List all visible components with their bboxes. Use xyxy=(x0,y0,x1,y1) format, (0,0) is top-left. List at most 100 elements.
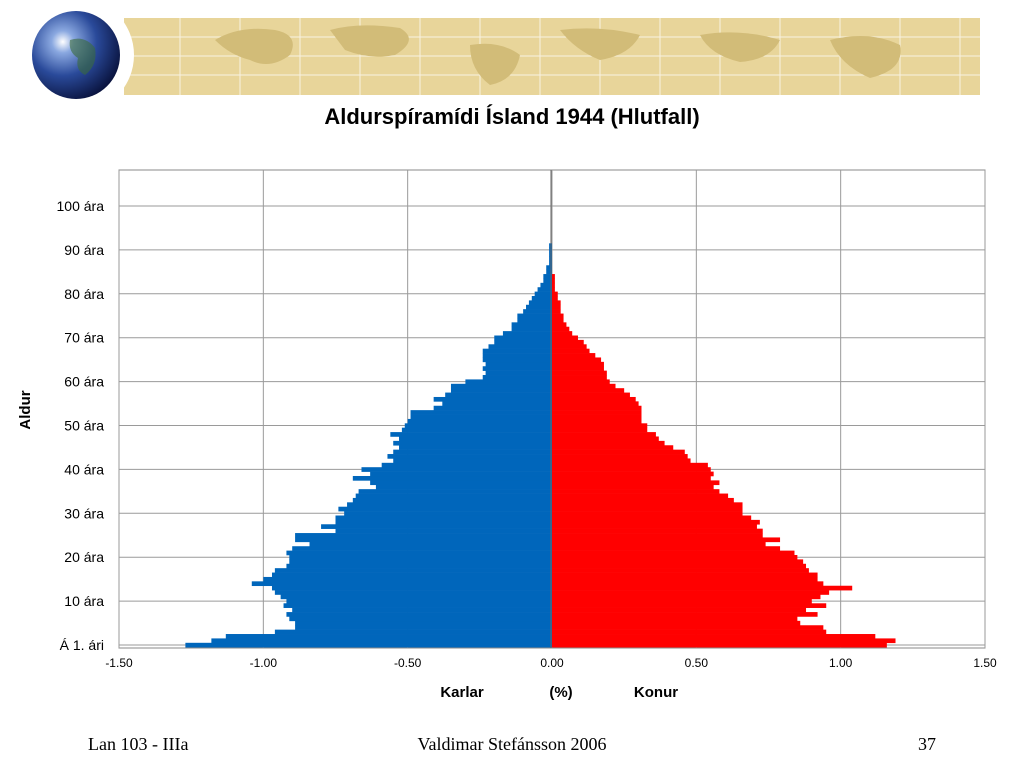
bar-male-age-32 xyxy=(347,502,552,508)
bar-male-age-72 xyxy=(511,326,552,332)
x-tick-labels: -1.50 -1.00 -0.50 0.00 0.50 1.00 1.50 xyxy=(105,656,997,670)
bar-female-age-21 xyxy=(552,550,795,556)
bar-male-age-74 xyxy=(517,317,552,323)
y-tick-labels: Á 1. ári 10 ára 20 ára 30 ára 40 ára 50 ára 60… xyxy=(57,198,105,653)
bar-male-age-59 xyxy=(450,383,552,389)
bar-male-age-78 xyxy=(528,300,552,306)
bar-male-age-60 xyxy=(465,379,552,385)
bar-female-age-33 xyxy=(552,497,734,503)
bar-male-age-44 xyxy=(393,449,552,455)
bar-female-age-66 xyxy=(552,353,596,358)
bar-female-age-36 xyxy=(552,484,714,490)
bar-female-age-19 xyxy=(552,559,804,565)
bar-female-age-3 xyxy=(552,629,827,635)
x-tick-label: 1.50 xyxy=(973,656,997,670)
x-tick-label: -0.50 xyxy=(394,656,422,670)
y-tick-label: 40 ára xyxy=(64,461,104,477)
bar-male-age-11 xyxy=(280,594,552,600)
bar-female-age-75 xyxy=(552,313,564,319)
y-tick-label: 100 ára xyxy=(57,198,105,214)
bar-female-age-60 xyxy=(552,379,610,385)
bar-female-age-54 xyxy=(552,405,642,411)
bar-female-age-13 xyxy=(552,585,853,591)
bar-female-age-5 xyxy=(552,620,801,626)
bar-male-age-8 xyxy=(292,607,552,613)
bar-female-age-7 xyxy=(552,612,818,617)
bar-male-age-35 xyxy=(358,489,552,494)
bar-female-age-1 xyxy=(552,638,896,644)
bar-female-age-44 xyxy=(552,449,685,455)
bar-male-age-52 xyxy=(410,414,552,420)
bar-male-age-70 xyxy=(494,335,552,341)
bar-female-age-52 xyxy=(552,414,642,420)
bar-female-age-64 xyxy=(552,361,604,367)
bar-male-age-6 xyxy=(289,616,552,622)
bar-female-age-43 xyxy=(552,454,688,459)
bar-male-age-14 xyxy=(251,581,553,587)
x-tick-label: 0.00 xyxy=(540,656,564,670)
bar-female-age-17 xyxy=(552,568,809,573)
bar-female-age-41 xyxy=(552,462,708,468)
bar-female-age-12 xyxy=(552,590,830,595)
bar-female-age-18 xyxy=(552,563,807,569)
x-axis-label-right: Konur xyxy=(634,684,678,701)
bar-male-age-18 xyxy=(286,563,552,569)
x-tick-label: 1.00 xyxy=(829,656,853,670)
y-tick-label: 90 ára xyxy=(64,242,104,258)
bar-male-age-53 xyxy=(410,410,552,415)
bar-female-age-22 xyxy=(552,546,781,551)
bar-female-age-68 xyxy=(552,344,587,349)
bar-female-age-72 xyxy=(552,326,570,332)
bar-female-age-8 xyxy=(552,607,807,613)
bar-female-age-80 xyxy=(552,291,558,297)
bar-male-age-28 xyxy=(335,519,552,525)
x-tick-label: 0.50 xyxy=(685,656,709,670)
bar-male-age-5 xyxy=(295,620,552,626)
y-tick-label: 80 ára xyxy=(64,286,104,302)
bar-female-age-20 xyxy=(552,555,798,560)
bar-female-age-56 xyxy=(552,396,636,402)
y-axis-label: Aldur xyxy=(17,390,34,429)
bar-female-age-2 xyxy=(552,634,876,639)
bar-male-age-23 xyxy=(309,541,552,547)
y-tick-label: 10 ára xyxy=(64,593,104,609)
bar-male-age-40 xyxy=(361,467,552,472)
bar-male-age-16 xyxy=(271,572,552,578)
bar-male-age-58 xyxy=(450,388,552,393)
bar-female-age-37 xyxy=(552,480,720,486)
banner-continents xyxy=(215,25,901,85)
bar-male-age-82 xyxy=(540,282,552,288)
bar-female-age-61 xyxy=(552,375,607,380)
bar-female-age-14 xyxy=(552,581,824,587)
population-pyramid-chart: -1.50 -1.00 -0.50 0.00 0.50 1.00 1.50 Á 1. ári… xyxy=(17,169,997,701)
y-tick-label: Á 1. ári xyxy=(60,637,104,653)
bar-male-age-24 xyxy=(295,537,552,543)
bar-male-age-20 xyxy=(289,555,552,560)
bar-female-age-81 xyxy=(552,287,555,292)
bar-male-age-65 xyxy=(482,357,552,363)
bar-female-age-47 xyxy=(552,436,659,442)
bar-male-age-68 xyxy=(488,344,552,349)
bar-male-age-41 xyxy=(381,462,552,468)
bar-male-age-31 xyxy=(338,506,552,512)
bar-male-age-21 xyxy=(286,550,552,556)
bar-male-age-51 xyxy=(407,418,552,424)
bar-female-age-83 xyxy=(552,278,555,284)
bar-female-age-11 xyxy=(552,594,821,600)
bar-male-age-17 xyxy=(274,568,552,573)
x-tick-label: -1.50 xyxy=(105,656,133,670)
bar-male-age-61 xyxy=(482,375,552,380)
bar-female-age-59 xyxy=(552,383,616,389)
bar-male-age-85 xyxy=(546,269,552,275)
bars xyxy=(185,243,896,648)
bar-female-age-10 xyxy=(552,598,812,604)
bar-male-age-39 xyxy=(370,471,552,477)
bar-male-age-54 xyxy=(433,405,552,411)
bar-female-age-79 xyxy=(552,296,558,301)
bar-female-age-45 xyxy=(552,445,674,450)
bar-female-age-39 xyxy=(552,471,714,477)
bar-female-age-40 xyxy=(552,467,711,472)
bar-female-age-15 xyxy=(552,576,818,582)
bar-female-age-77 xyxy=(552,304,561,310)
y-tick-label: 30 ára xyxy=(64,505,104,521)
